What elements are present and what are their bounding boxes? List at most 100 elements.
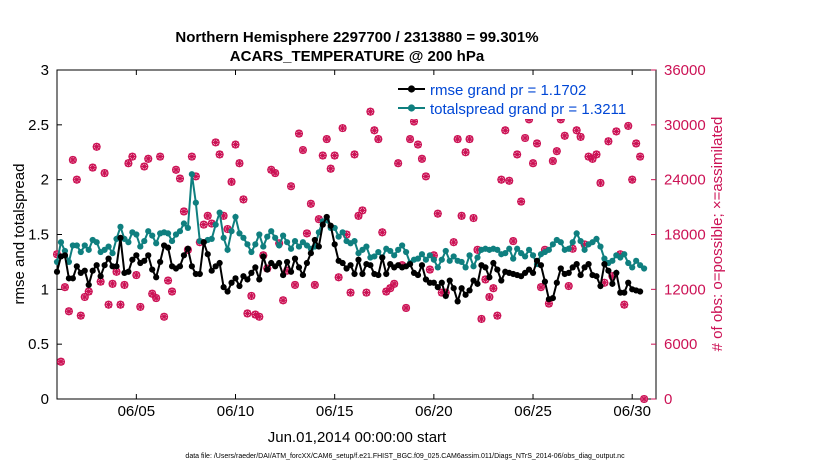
rmse-point [450,285,457,292]
obs-assimilated-marker [295,129,303,138]
rmse-point [307,250,314,257]
totalspread-point [640,265,648,272]
rmse-point [228,279,235,286]
obs-assimilated-marker [402,304,410,312]
obs-assimilated-marker [600,278,609,287]
left-y-axis: 0 0.5 1 1.5 2 2.5 3 [28,62,62,408]
obs-assimilated-marker [533,139,541,148]
rmse-point [549,295,556,302]
totalspread-series [53,171,648,272]
obs-assimilated-marker [485,293,494,301]
rmse-point [383,270,390,278]
totalspread-point [506,245,513,252]
x-tick-label: 06/20 [415,403,453,420]
rmse-point [184,245,192,252]
totalspread-point [244,241,251,248]
obs-assimilated-marker [477,315,486,323]
rmse-point [430,279,437,286]
obs-assimilated-marker [529,159,537,168]
totalspread-point [414,255,422,262]
rmse-point [625,279,632,286]
rmse-point [264,266,271,273]
totalspread-point [573,230,580,237]
obs-assimilated-marker [358,206,367,215]
totalspread-point [77,248,84,256]
obs-assimilated-marker [382,287,391,296]
rmse-point [347,262,354,269]
obs-assimilated-marker [160,312,169,321]
rmse-point [208,267,215,274]
rmse-point [283,258,291,266]
rmse-point [637,288,644,295]
rmse-point [319,221,326,228]
rmse-point [438,279,445,286]
obs-assimilated-marker [422,172,430,181]
rmse-point [613,269,620,276]
totalspread-point [232,213,239,221]
totalspread-point [61,247,69,255]
totalspread-point [192,199,199,206]
totalspread-point [470,263,477,270]
obs-assimilated-marker [132,271,141,279]
rmse-point [379,254,386,261]
obs-assimilated-marker [544,299,553,308]
rmse-point [458,285,465,292]
left-tick-label: 2 [41,172,49,189]
rmse-point [601,261,608,268]
totalspread-point [272,234,279,241]
rmse-point [196,270,203,278]
totalspread-point [426,252,433,259]
rmse-point [145,252,152,259]
obs-assimilated-marker [247,292,256,300]
totalspread-point [216,209,223,216]
obs-assimilated-marker [346,288,355,297]
rmse-point [621,289,628,296]
obs-assimilated-marker [461,148,470,157]
rmse-point [494,266,501,273]
obs-assimilated-marker [501,126,510,135]
obs-assimilated-marker [211,138,220,147]
obs-assimilated-marker [572,126,581,135]
totalspread-point [450,253,457,260]
obs-assimilated-marker [326,164,335,173]
obs-assimilated-marker [108,279,117,288]
totalspread-point [399,242,406,249]
obs-assimilated-marker [136,302,145,311]
x-tick-label: 06/30 [613,403,651,420]
x-tick-label: 06/15 [316,403,354,420]
totalspread-point [57,239,65,246]
rmse-point [434,284,441,291]
obs-assimilated-marker [72,175,81,184]
totalspread-point [220,234,227,241]
obs-assimilated-marker [596,179,605,187]
rmse-point [406,261,414,268]
left-tick-label: 3 [41,62,49,79]
obs-assimilated-marker [386,284,395,293]
obs-assimilated-marker [68,156,77,164]
obs-assimilated-marker [152,294,161,303]
x-tick-label: 06/10 [217,403,255,420]
legend-totalspread-marker [407,104,416,112]
rmse-point [125,268,132,275]
obs-assimilated-marker [227,177,236,186]
totalspread-point [168,237,176,245]
obs-assimilated-marker [505,176,514,185]
obs-assimilated-marker [493,311,502,320]
obs-assimilated-marker [616,250,625,259]
obs-assimilated-marker [612,127,621,136]
obs-assimilated-marker [560,131,569,140]
totalspread-point [240,234,247,241]
obs-assimilated-marker [207,219,216,228]
obs-assimilated-marker [180,207,188,216]
rmse-point [315,243,322,250]
obs-assimilated-marker [215,150,224,159]
plot-area [56,69,657,400]
totalspread-point [633,257,640,264]
rmse-point [529,269,537,276]
obs-assimilated-marker [537,283,545,292]
totalspread-point [283,239,291,246]
totalspread-point [422,256,430,263]
rmse-point [129,256,136,263]
obs-assimilated-marker [80,293,89,301]
rmse-point [446,277,453,284]
